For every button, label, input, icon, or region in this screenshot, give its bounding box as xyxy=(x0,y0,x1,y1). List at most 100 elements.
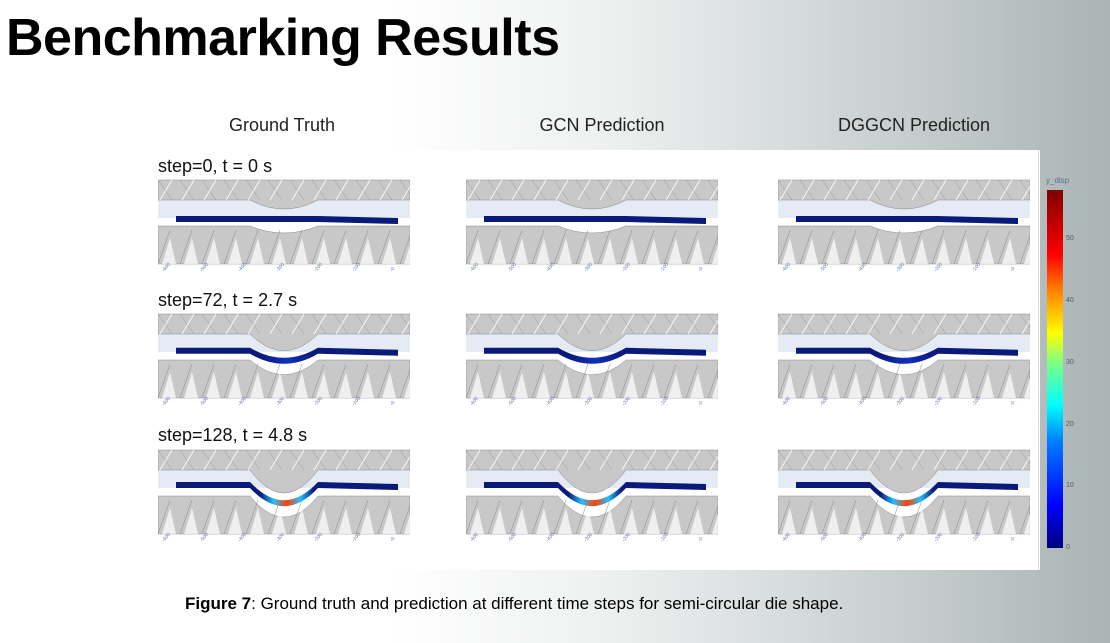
svg-text:-100: -100 xyxy=(351,396,362,408)
svg-text:-500: -500 xyxy=(199,262,210,274)
svg-text:-600: -600 xyxy=(161,396,172,408)
step-label-1: step=72, t = 2.7 s xyxy=(158,290,298,310)
simulation-panel: -600 -500 -400 -300 -200 -100 -0 xyxy=(778,178,1030,274)
upper-die-mesh xyxy=(466,449,718,494)
svg-text:-200: -200 xyxy=(933,396,944,408)
caption-text: : Ground truth and prediction at differe… xyxy=(251,594,844,613)
svg-text:-200: -200 xyxy=(621,396,632,408)
upper-die-mesh xyxy=(778,179,1030,210)
svg-text:-0: -0 xyxy=(389,400,397,407)
svg-text:-300: -300 xyxy=(275,532,286,544)
svg-text:-300: -300 xyxy=(583,532,594,544)
colorbar-tick: 30 xyxy=(1066,358,1074,366)
svg-text:-300: -300 xyxy=(275,262,286,274)
slide-title: Benchmarking Results xyxy=(6,9,560,67)
svg-text:-600: -600 xyxy=(161,262,172,274)
colorbar-tick: 40 xyxy=(1066,297,1074,305)
simulation-panel: -600 -500 -400 -300 -200 -100 -0 xyxy=(158,312,410,408)
svg-text:-300: -300 xyxy=(583,396,594,408)
svg-text:-200: -200 xyxy=(621,532,632,544)
upper-die-mesh xyxy=(158,179,410,210)
svg-text:-200: -200 xyxy=(933,532,944,544)
svg-text:-400: -400 xyxy=(857,262,868,274)
column-header-dggcn: DGGCN Prediction xyxy=(837,115,991,135)
svg-text:-500: -500 xyxy=(819,262,830,274)
svg-text:-600: -600 xyxy=(469,532,480,544)
colorbar-tick: 10 xyxy=(1066,482,1074,490)
svg-text:-100: -100 xyxy=(971,532,982,544)
svg-text:-400: -400 xyxy=(237,532,248,544)
simulation-panel: -600 -500 -400 -300 -200 -100 -0 xyxy=(466,312,718,408)
upper-die-mesh xyxy=(158,449,410,494)
colorbar xyxy=(1047,190,1063,548)
svg-text:-200: -200 xyxy=(621,262,632,274)
simulation-panel: -600 -500 -400 -300 -200 -100 -0 xyxy=(778,312,1030,408)
svg-text:-0: -0 xyxy=(389,536,397,543)
svg-text:-500: -500 xyxy=(819,396,830,408)
svg-text:-200: -200 xyxy=(313,396,324,408)
sheet-plate xyxy=(796,347,1018,364)
svg-text:-100: -100 xyxy=(659,262,670,274)
simulation-panel: -600 -500 -400 -300 -200 -100 -0 xyxy=(778,448,1030,544)
svg-text:-300: -300 xyxy=(275,396,286,408)
upper-die-mesh xyxy=(466,313,718,351)
svg-text:-600: -600 xyxy=(781,396,792,408)
svg-text:-0: -0 xyxy=(1009,266,1017,273)
svg-text:-500: -500 xyxy=(507,262,518,274)
sheet-plate xyxy=(796,482,1018,507)
upper-die-mesh xyxy=(778,449,1030,494)
sheet-plate xyxy=(796,216,1018,224)
svg-text:-400: -400 xyxy=(545,532,556,544)
upper-die-mesh xyxy=(158,313,410,351)
divider xyxy=(1038,150,1039,570)
upper-die-mesh xyxy=(466,179,718,210)
colorbar-tick: 0 xyxy=(1066,544,1070,551)
column-header-gcn: GCN Prediction xyxy=(539,115,665,135)
svg-text:-500: -500 xyxy=(199,532,210,544)
simulation-panel: -600 -500 -400 -300 -200 -100 -0 xyxy=(158,448,410,544)
svg-text:-600: -600 xyxy=(781,262,792,274)
svg-text:-600: -600 xyxy=(469,396,480,408)
svg-text:-0: -0 xyxy=(697,266,705,273)
svg-text:-400: -400 xyxy=(545,262,556,274)
svg-text:-600: -600 xyxy=(469,262,480,274)
colorbar-title: y_disp xyxy=(1046,176,1070,185)
colorbar-tick: 20 xyxy=(1066,420,1074,428)
caption-label: Figure 7 xyxy=(185,594,252,613)
svg-text:-600: -600 xyxy=(781,532,792,544)
sheet-plate xyxy=(176,347,398,364)
svg-text:-600: -600 xyxy=(161,532,172,544)
svg-text:-400: -400 xyxy=(857,532,868,544)
svg-text:-0: -0 xyxy=(1009,536,1017,543)
svg-text:-0: -0 xyxy=(697,400,705,407)
svg-text:-100: -100 xyxy=(659,396,670,408)
colorbar-tick: 50 xyxy=(1066,235,1074,243)
svg-text:-500: -500 xyxy=(819,532,830,544)
svg-text:-500: -500 xyxy=(507,532,518,544)
step-label-0: step=0, t = 0 s xyxy=(158,156,273,176)
svg-text:-400: -400 xyxy=(545,396,556,408)
svg-text:-0: -0 xyxy=(1009,400,1017,407)
sheet-plate xyxy=(484,216,706,224)
sheet-plate xyxy=(176,216,398,224)
sheet-plate xyxy=(484,482,706,507)
svg-text:-400: -400 xyxy=(237,396,248,408)
svg-text:-200: -200 xyxy=(313,532,324,544)
upper-die-mesh xyxy=(778,313,1030,351)
svg-text:-100: -100 xyxy=(659,532,670,544)
svg-text:-200: -200 xyxy=(933,262,944,274)
svg-text:-400: -400 xyxy=(857,396,868,408)
svg-text:-0: -0 xyxy=(389,266,397,273)
svg-text:-100: -100 xyxy=(971,396,982,408)
step-label-2: step=128, t = 4.8 s xyxy=(158,425,308,445)
sheet-plate xyxy=(176,482,398,507)
svg-text:-100: -100 xyxy=(351,262,362,274)
svg-text:-400: -400 xyxy=(237,262,248,274)
svg-text:-300: -300 xyxy=(895,396,906,408)
svg-text:-300: -300 xyxy=(583,262,594,274)
sheet-plate xyxy=(484,347,706,364)
svg-text:-500: -500 xyxy=(199,396,210,408)
svg-text:-100: -100 xyxy=(971,262,982,274)
simulation-panel: -600 -500 -400 -300 -200 -100 -0 xyxy=(466,448,718,544)
svg-text:-100: -100 xyxy=(351,532,362,544)
